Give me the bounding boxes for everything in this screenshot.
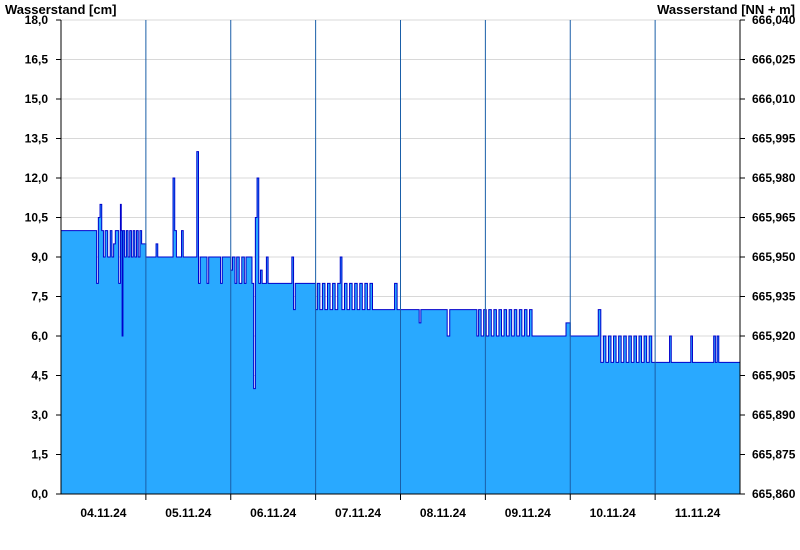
- left-tick-label: 13,5: [25, 132, 49, 146]
- left-tick-label: 16,5: [25, 53, 49, 67]
- right-tick-label: 665,995: [752, 132, 796, 146]
- left-tick-label: 10,5: [25, 211, 49, 225]
- right-tick-label: 665,905: [752, 369, 796, 383]
- left-tick-label: 4,5: [31, 369, 48, 383]
- left-tick-label: 15,0: [25, 92, 49, 106]
- left-tick-label: 7,5: [31, 290, 48, 304]
- x-tick-label: 06.11.24: [250, 506, 296, 520]
- left-tick-label: 12,0: [25, 171, 49, 185]
- left-tick-label: 9,0: [31, 250, 48, 264]
- right-tick-label: 665,920: [752, 329, 796, 343]
- left-tick-label: 1,5: [31, 448, 48, 462]
- left-axis-title: Wasserstand [cm]: [5, 2, 117, 17]
- x-ticks: 04.11.24 05.11.24 06.11.24 07.11.24 08.11.24…: [80, 494, 721, 520]
- right-tick-label: 665,875: [752, 448, 796, 462]
- right-tick-label: 665,965: [752, 211, 796, 225]
- x-tick-label: 11.11.24: [675, 506, 721, 520]
- right-tick-label: 665,950: [752, 250, 796, 264]
- x-tick-label: 05.11.24: [165, 506, 211, 520]
- x-tick-label: 08.11.24: [420, 506, 466, 520]
- water-level-line: [61, 151, 740, 390]
- right-tick-label: 666,040: [752, 13, 796, 27]
- left-tick-label: 3,0: [31, 408, 48, 422]
- right-axis-title: Wasserstand [NN + m]: [657, 2, 795, 17]
- left-tick-label: 18,0: [25, 13, 49, 27]
- right-tick-label: 666,010: [752, 92, 796, 106]
- left-tick-label: 0,0: [31, 487, 48, 501]
- x-tick-label: 07.11.24: [335, 506, 381, 520]
- x-tick-label: 09.11.24: [505, 506, 551, 520]
- x-tick-label: 04.11.24: [80, 506, 126, 520]
- x-tick-label: 10.11.24: [590, 506, 636, 520]
- right-tick-label: 665,890: [752, 408, 796, 422]
- right-tick-label: 665,935: [752, 290, 796, 304]
- right-tick-label: 665,860: [752, 487, 796, 501]
- day-dividers: [145, 20, 656, 494]
- right-tick-label: 665,980: [752, 171, 796, 185]
- left-tick-label: 6,0: [31, 329, 48, 343]
- right-y-ticks: 665,860 665,875 665,890 665,905 665,920 665,9…: [740, 13, 796, 501]
- right-tick-label: 666,025: [752, 53, 796, 67]
- left-y-ticks: 0,0 1,5 3,0 4,5 6,0 7,5 9,0 10,5 12,0 13,5 15,0 16,…: [25, 13, 61, 501]
